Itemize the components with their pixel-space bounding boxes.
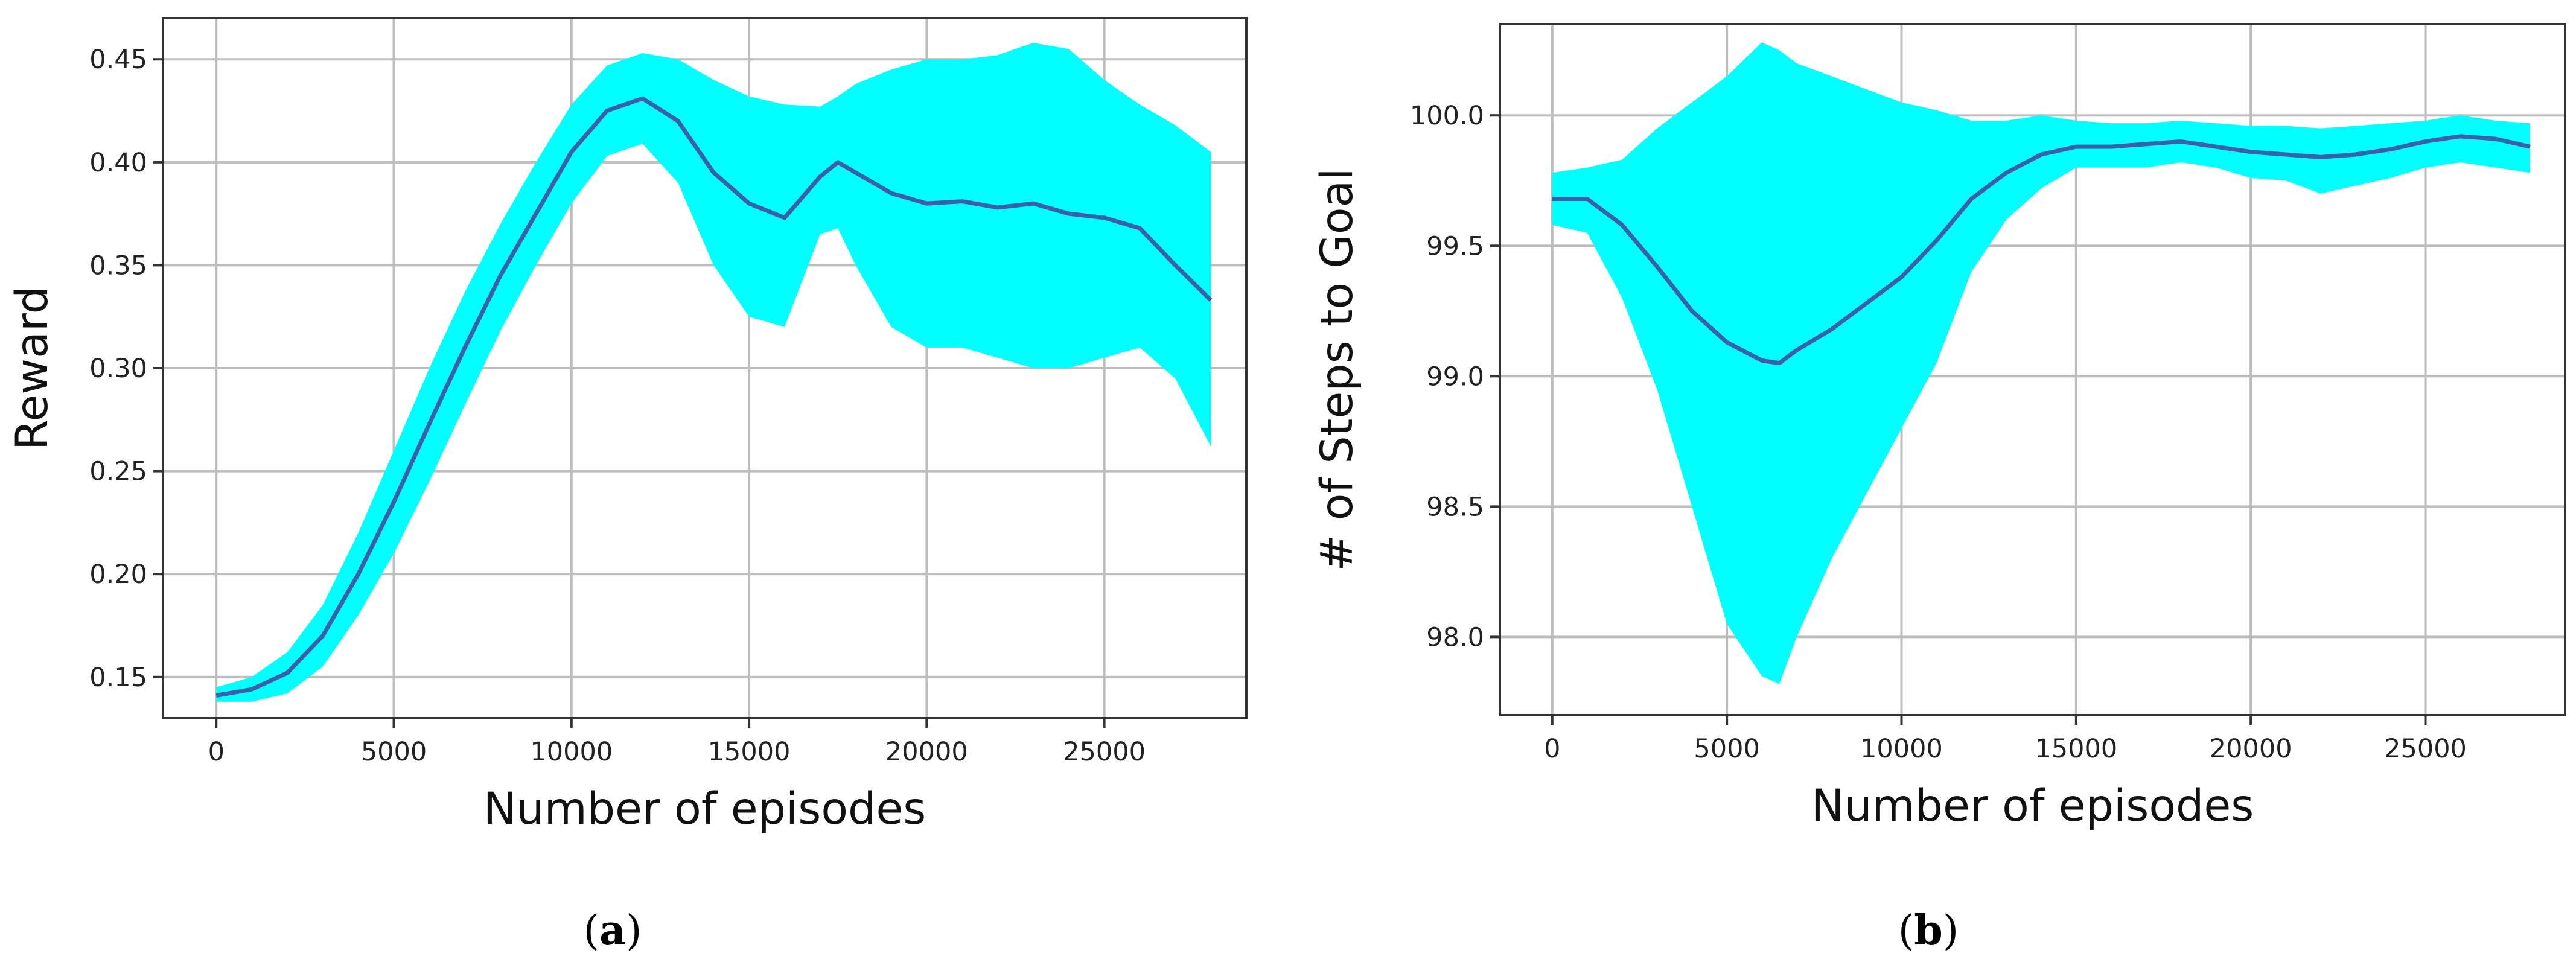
caption-letter-b: b	[1914, 906, 1943, 955]
y-tick-label-2: 0.25	[89, 457, 147, 487]
y-tick-label-3: 99.5	[1426, 231, 1484, 261]
x-tick-label-2: 10000	[1860, 734, 1943, 764]
x-axis-label-b: Number of episodes	[1811, 780, 2254, 832]
chart-panel-b: 0 5000 10000 15000 20000 25000 98.0 98.5 99.0 99…	[1312, 23, 2566, 955]
y-tick-label-1: 98.5	[1426, 492, 1484, 522]
reward-mean-line	[215, 96, 1213, 698]
y-tick-label-0: 98.0	[1426, 622, 1484, 652]
y-tick-label-0: 0.15	[89, 663, 147, 693]
x-tick-label-1: 5000	[361, 737, 427, 767]
y-ticks-a: 0.15 0.20 0.25 0.30 0.35 0.40 0.45	[89, 45, 163, 693]
y-tick-label-4: 0.35	[89, 250, 147, 281]
y-axis-label-b: # of Steps to Goal	[1312, 168, 1363, 571]
x-tick-label-3: 15000	[708, 737, 791, 767]
x-axis-label-a: Number of episodes	[483, 783, 926, 835]
caption-a: (a)	[583, 906, 642, 955]
y-axis-label-a: Reward	[7, 286, 58, 450]
x-tick-label-5: 25000	[2384, 734, 2467, 764]
x-ticks-b: 0 5000 10000 15000 20000 25000	[1544, 715, 2467, 764]
y-tick-label-2: 99.0	[1426, 361, 1484, 392]
chart-panel-a: 0 5000 10000 15000 20000 25000 0.150.200.250.…	[7, 17, 1248, 955]
x-tick-label-1: 5000	[1694, 734, 1759, 764]
x-tick-label-0: 0	[1544, 734, 1560, 764]
y-ticks-b: 98.0 98.5 99.0 99.5 100.0	[1410, 101, 1500, 652]
x-tick-label-4: 20000	[885, 737, 968, 767]
y-tick-label-6: 0.45	[89, 45, 147, 75]
y-tick-label-4: 100.0	[1410, 101, 1484, 131]
caption-b: (b)	[1898, 906, 1959, 955]
plot-frame-b	[1499, 23, 2566, 716]
x-tick-label-0: 0	[208, 737, 225, 767]
caption-letter-a: a	[599, 906, 626, 955]
x-tick-label-3: 15000	[2035, 734, 2117, 764]
x-tick-label-2: 10000	[530, 737, 613, 767]
steps-confidence-band	[1552, 42, 2531, 684]
x-tick-label-4: 20000	[2210, 734, 2292, 764]
x-tick-label-5: 25000	[1063, 737, 1146, 767]
y-tick-label-1: 0.20	[89, 559, 147, 590]
reward-confidence-band	[216, 42, 1211, 702]
steps-mean-line	[1552, 134, 2531, 366]
y-tick-label-3: 0.30	[89, 354, 147, 384]
y-tick-label-5: 0.40	[89, 148, 147, 178]
x-ticks-a: 0 5000 10000 15000 20000 25000	[208, 718, 1146, 767]
